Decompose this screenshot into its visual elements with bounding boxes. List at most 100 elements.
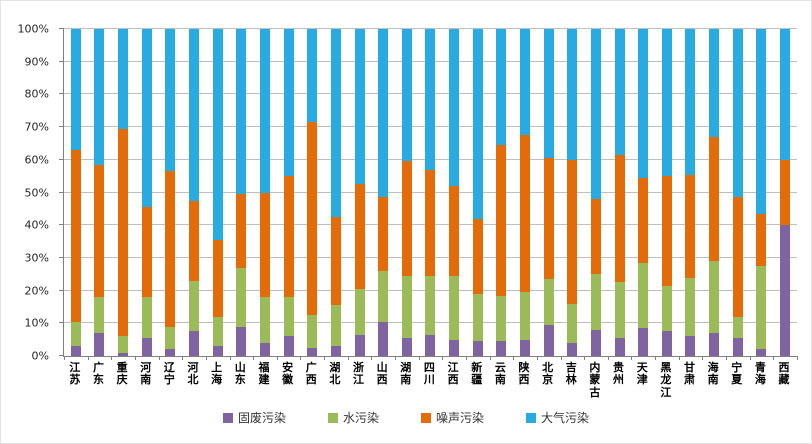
- bar-segment-noise: [283, 176, 294, 298]
- x-axis-tick: [749, 356, 751, 360]
- bar-segment-solid-waste: [614, 338, 625, 356]
- x-axis-tick: [229, 356, 231, 360]
- bar-segment-solid-waste: [638, 328, 649, 356]
- stacked-bar-9: [259, 29, 270, 356]
- stacked-bar-10: [283, 29, 294, 356]
- bar-segment-noise: [709, 136, 720, 262]
- stacked-bar-25: [638, 29, 649, 356]
- bar-segment-water: [756, 266, 767, 350]
- bar-segment-water: [472, 293, 483, 342]
- x-axis-labels: 江 苏广 东重 庆河 南辽 宁河 北上 海山 东福 建安 徽广 西湖 北 浙 江 山…: [63, 361, 796, 399]
- bar-segment-solid-waste: [590, 329, 601, 356]
- bar-segment-solid-waste: [496, 341, 507, 356]
- legend-swatch-water-icon: [327, 412, 338, 423]
- stacked-bar-11: [307, 29, 318, 356]
- bar-segment-solid-waste: [732, 338, 743, 356]
- y-axis-tick: [59, 191, 64, 193]
- bar-segment-air: [519, 29, 530, 136]
- bar-segment-air: [732, 29, 743, 198]
- bar-segment-water: [94, 297, 105, 334]
- stacked-bar-4: [141, 29, 152, 356]
- bar-segment-noise: [212, 239, 223, 317]
- bar-segment-solid-waste: [330, 346, 341, 356]
- bar-segment-solid-waste: [212, 346, 223, 356]
- bar-slot: [395, 29, 419, 356]
- x-axis-tick: [536, 356, 538, 360]
- bar-segment-noise: [307, 122, 318, 316]
- x-axis-category-label: 浙 江: [353, 361, 364, 387]
- stacked-bar-30: [756, 29, 767, 356]
- y-axis-tick: [59, 28, 64, 29]
- bar-slot: [466, 29, 490, 356]
- bar-segment-noise: [638, 177, 649, 263]
- bar-segment-noise: [118, 128, 129, 337]
- y-axis-tick-label: 10%: [24, 316, 49, 330]
- x-axis-tick: [87, 356, 89, 360]
- bar-segment-solid-waste: [685, 336, 696, 356]
- x-axis-category-label: 陕 西: [518, 361, 530, 387]
- bar-slot: [490, 29, 514, 356]
- bar-segment-air: [236, 29, 247, 195]
- bar-slot: [88, 29, 112, 356]
- bar-segment-noise: [425, 169, 436, 276]
- legend-label-water: 水污染: [342, 411, 379, 425]
- y-axis-tick-label: 50%: [24, 186, 49, 199]
- bar-segment-air: [141, 29, 152, 208]
- bar-slot: [702, 29, 726, 356]
- bar-slot: [631, 29, 655, 356]
- x-axis-category-label: 甘 肃: [683, 361, 695, 387]
- stacked-bar-19: [496, 29, 507, 356]
- bar-segment-air: [709, 29, 720, 137]
- bar-segment-air: [70, 29, 81, 151]
- y-axis-tick: [59, 322, 64, 324]
- bar-segment-noise: [70, 150, 81, 322]
- bar-segment-water: [330, 305, 341, 347]
- legend-swatch-solid-waste-icon: [222, 412, 233, 423]
- y-axis-tick-label: 60%: [24, 153, 49, 167]
- bar-segment-water: [236, 267, 247, 327]
- bar-slot: [560, 29, 584, 356]
- bar-segment-noise: [567, 159, 578, 304]
- x-axis-tick: [418, 356, 420, 360]
- y-axis-tick: [59, 355, 64, 356]
- bar-slot: [773, 29, 797, 356]
- bar-segment-solid-waste: [567, 342, 578, 356]
- stacked-bar-27: [685, 29, 696, 356]
- bar-slot: [442, 29, 466, 356]
- stacked-bar-13: [354, 29, 365, 356]
- x-axis-tick: [64, 356, 65, 360]
- x-axis-category-label: 云 南: [494, 361, 506, 387]
- stacked-bar-28: [709, 29, 720, 356]
- bar-segment-water: [70, 321, 81, 347]
- y-axis-tick: [59, 256, 64, 258]
- bar-segment-noise: [543, 158, 554, 280]
- x-axis-category-label: 山 东: [234, 361, 246, 387]
- bar-segment-air: [118, 29, 129, 129]
- x-axis-category-label: 北 京: [542, 361, 554, 387]
- bar-segment-water: [519, 292, 530, 340]
- bar-segment-noise: [378, 197, 389, 271]
- bar-segment-solid-waste: [661, 331, 672, 356]
- legend-item-noise: 噪声污染: [421, 409, 484, 426]
- bar-segment-water: [212, 316, 223, 347]
- x-axis-tick: [371, 356, 373, 360]
- bar-segment-solid-waste: [118, 352, 129, 356]
- legend-item-solid-waste: 固废污染: [222, 409, 286, 426]
- bar-segment-air: [685, 29, 696, 175]
- legend-label-air: 大气污染: [541, 411, 590, 425]
- stacked-bar-1: [70, 29, 81, 356]
- bar-segment-air: [756, 29, 767, 214]
- x-axis-tick: [560, 356, 562, 360]
- bar-segment-air: [661, 29, 672, 177]
- bar-slot: [608, 29, 632, 356]
- x-axis-category-label: 天 津: [636, 361, 648, 387]
- bar-segment-water: [614, 282, 625, 339]
- bar-slot: [111, 29, 135, 356]
- bar-segment-solid-waste: [70, 346, 81, 356]
- bar-segment-solid-waste: [519, 339, 530, 356]
- bar-slot: [750, 29, 774, 356]
- bar-segment-air: [425, 29, 436, 170]
- bar-slot: [655, 29, 679, 356]
- bar-segment-water: [543, 279, 554, 325]
- stacked-bar-3: [118, 29, 129, 356]
